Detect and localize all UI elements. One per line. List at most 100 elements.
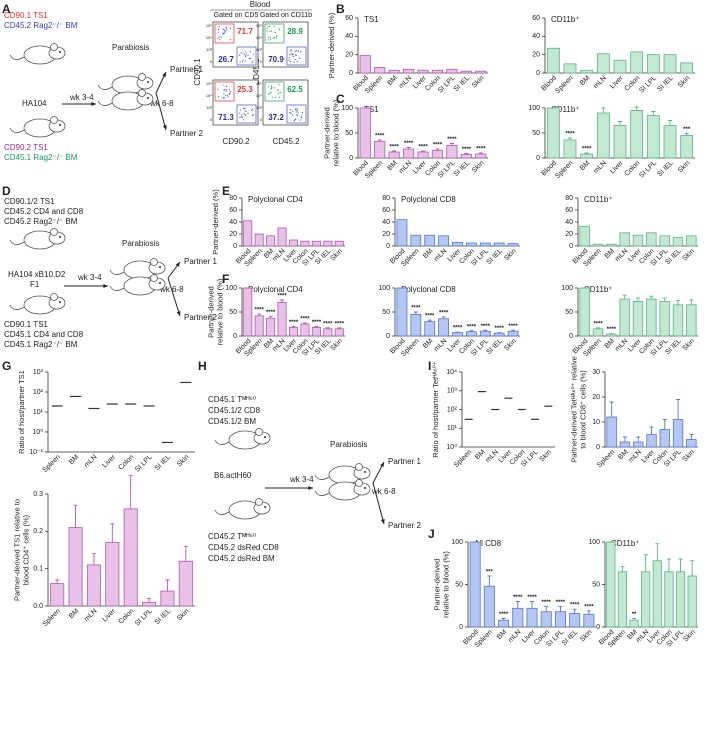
error-bar bbox=[280, 299, 285, 303]
flow-event bbox=[218, 26, 221, 28]
bar bbox=[659, 235, 670, 247]
flow-event bbox=[251, 114, 254, 116]
flow-event bbox=[220, 36, 222, 38]
significance: **** bbox=[570, 603, 580, 609]
bar bbox=[554, 611, 566, 628]
significance: **** bbox=[593, 321, 603, 327]
flow-event bbox=[217, 88, 219, 90]
gate-value: 71.7 bbox=[237, 27, 253, 36]
significance: **** bbox=[277, 294, 287, 300]
y-tick-label: 0 bbox=[349, 70, 353, 77]
bar bbox=[629, 619, 639, 628]
bar bbox=[160, 590, 175, 607]
bar bbox=[374, 67, 386, 74]
panel-letter: B bbox=[336, 2, 345, 16]
y-axis-label: Partner-derived TS1 relative to bbox=[12, 499, 21, 601]
flow-event bbox=[299, 119, 301, 121]
flow-event bbox=[242, 52, 244, 54]
flow-event bbox=[292, 55, 294, 57]
bar bbox=[465, 242, 477, 247]
x-tick-label: Spleen bbox=[596, 449, 616, 469]
flow-event bbox=[300, 115, 302, 117]
y-tick-label: 100 bbox=[528, 105, 540, 112]
flow-event bbox=[245, 110, 247, 112]
gate bbox=[286, 104, 307, 124]
panel-a: CD90.1 TS1 CD45.2 Rag2⁻/⁻ BM HA104 CD90.… bbox=[4, 0, 312, 162]
label: wk 6-8 bbox=[371, 487, 396, 496]
flow-event bbox=[295, 50, 298, 52]
y-tick-label: 0.3 bbox=[33, 491, 43, 498]
x-tick-label: Skin bbox=[681, 248, 696, 263]
x-tick-label: SI IEL bbox=[154, 454, 173, 473]
flow-event bbox=[218, 95, 220, 98]
y-axis-label: Partner-derived bbox=[206, 286, 215, 338]
x-tick-label: BM bbox=[579, 75, 591, 87]
bar bbox=[632, 301, 644, 337]
label: CD45.1 Rag2⁻/⁻ BM bbox=[4, 340, 78, 349]
label: wk 3-4 bbox=[289, 475, 314, 484]
label: Blood bbox=[250, 0, 270, 9]
flow-tick: 10⁵ bbox=[206, 81, 212, 86]
axis-label: CD45.2 bbox=[272, 137, 300, 146]
flow-event bbox=[295, 118, 297, 120]
flow-event bbox=[268, 93, 270, 95]
significance: **** bbox=[556, 600, 566, 606]
y-tick-label: 10⁰ bbox=[446, 443, 457, 451]
flow-event bbox=[247, 112, 249, 114]
y-axis-label: Ratio of host/partner TS1 bbox=[17, 370, 26, 454]
flow-event bbox=[224, 97, 226, 99]
flow-event bbox=[294, 54, 297, 56]
bar bbox=[596, 112, 610, 159]
y-tick-label: 0 bbox=[459, 624, 463, 631]
x-tick-label: mLN bbox=[433, 338, 448, 353]
y-tick-label: 80 bbox=[565, 195, 573, 202]
error-bar bbox=[413, 311, 418, 315]
label: Partner 1 bbox=[170, 65, 203, 74]
y-tick-label: 40 bbox=[532, 33, 540, 40]
flow-tick: 10⁵ bbox=[206, 23, 212, 28]
x-tick-label: BM bbox=[579, 160, 591, 172]
error-bar bbox=[601, 107, 606, 113]
error-bar bbox=[668, 120, 672, 126]
mouse-tail bbox=[9, 54, 25, 60]
x-tick-label: mLN bbox=[593, 75, 608, 90]
y-tick-label: 20 bbox=[345, 52, 353, 59]
chart-title: All CD8 bbox=[474, 539, 502, 548]
error-bar bbox=[147, 598, 152, 603]
bar bbox=[493, 332, 505, 337]
bar bbox=[446, 68, 458, 74]
error-bar bbox=[690, 560, 695, 576]
x-tick-label: Skin bbox=[538, 449, 553, 464]
x-tick-label: Skin bbox=[329, 338, 344, 353]
significance: **** bbox=[607, 327, 617, 333]
flow-event bbox=[225, 85, 228, 87]
mouse-tail bbox=[9, 127, 25, 133]
label: CD45.2 CD4 and CD8 bbox=[4, 207, 84, 216]
label: Partner 1 bbox=[388, 457, 421, 466]
error-bar bbox=[55, 579, 60, 584]
y-tick-label: 30 bbox=[592, 369, 600, 376]
bar bbox=[563, 63, 577, 74]
bar bbox=[479, 330, 491, 337]
panel-d: CD90.1/2 TS1 CD45.2 CD4 and CD8 CD45.2 R… bbox=[4, 197, 217, 349]
flow-event bbox=[288, 57, 291, 59]
bar bbox=[672, 237, 684, 247]
y-axis-label: relative to blood (%) bbox=[441, 551, 450, 618]
significance: ** bbox=[632, 612, 637, 618]
flow-event bbox=[247, 54, 249, 56]
bar bbox=[431, 69, 444, 74]
y-tick-label: 0 bbox=[233, 243, 237, 250]
bar bbox=[546, 47, 560, 74]
y-tick-label: 10⁴ bbox=[446, 369, 457, 376]
significance: **** bbox=[425, 314, 435, 320]
label: Partner 2 bbox=[170, 129, 203, 138]
bar bbox=[633, 441, 644, 448]
flow-event bbox=[289, 60, 291, 63]
bar bbox=[540, 611, 552, 628]
y-tick-label: 0.0 bbox=[33, 603, 43, 610]
flow-event bbox=[276, 90, 278, 92]
flow-event bbox=[249, 51, 251, 53]
label: CD45.1/2 BM bbox=[208, 417, 256, 426]
y-tick-label: 0 bbox=[596, 624, 600, 631]
mouse-icon bbox=[9, 43, 66, 65]
